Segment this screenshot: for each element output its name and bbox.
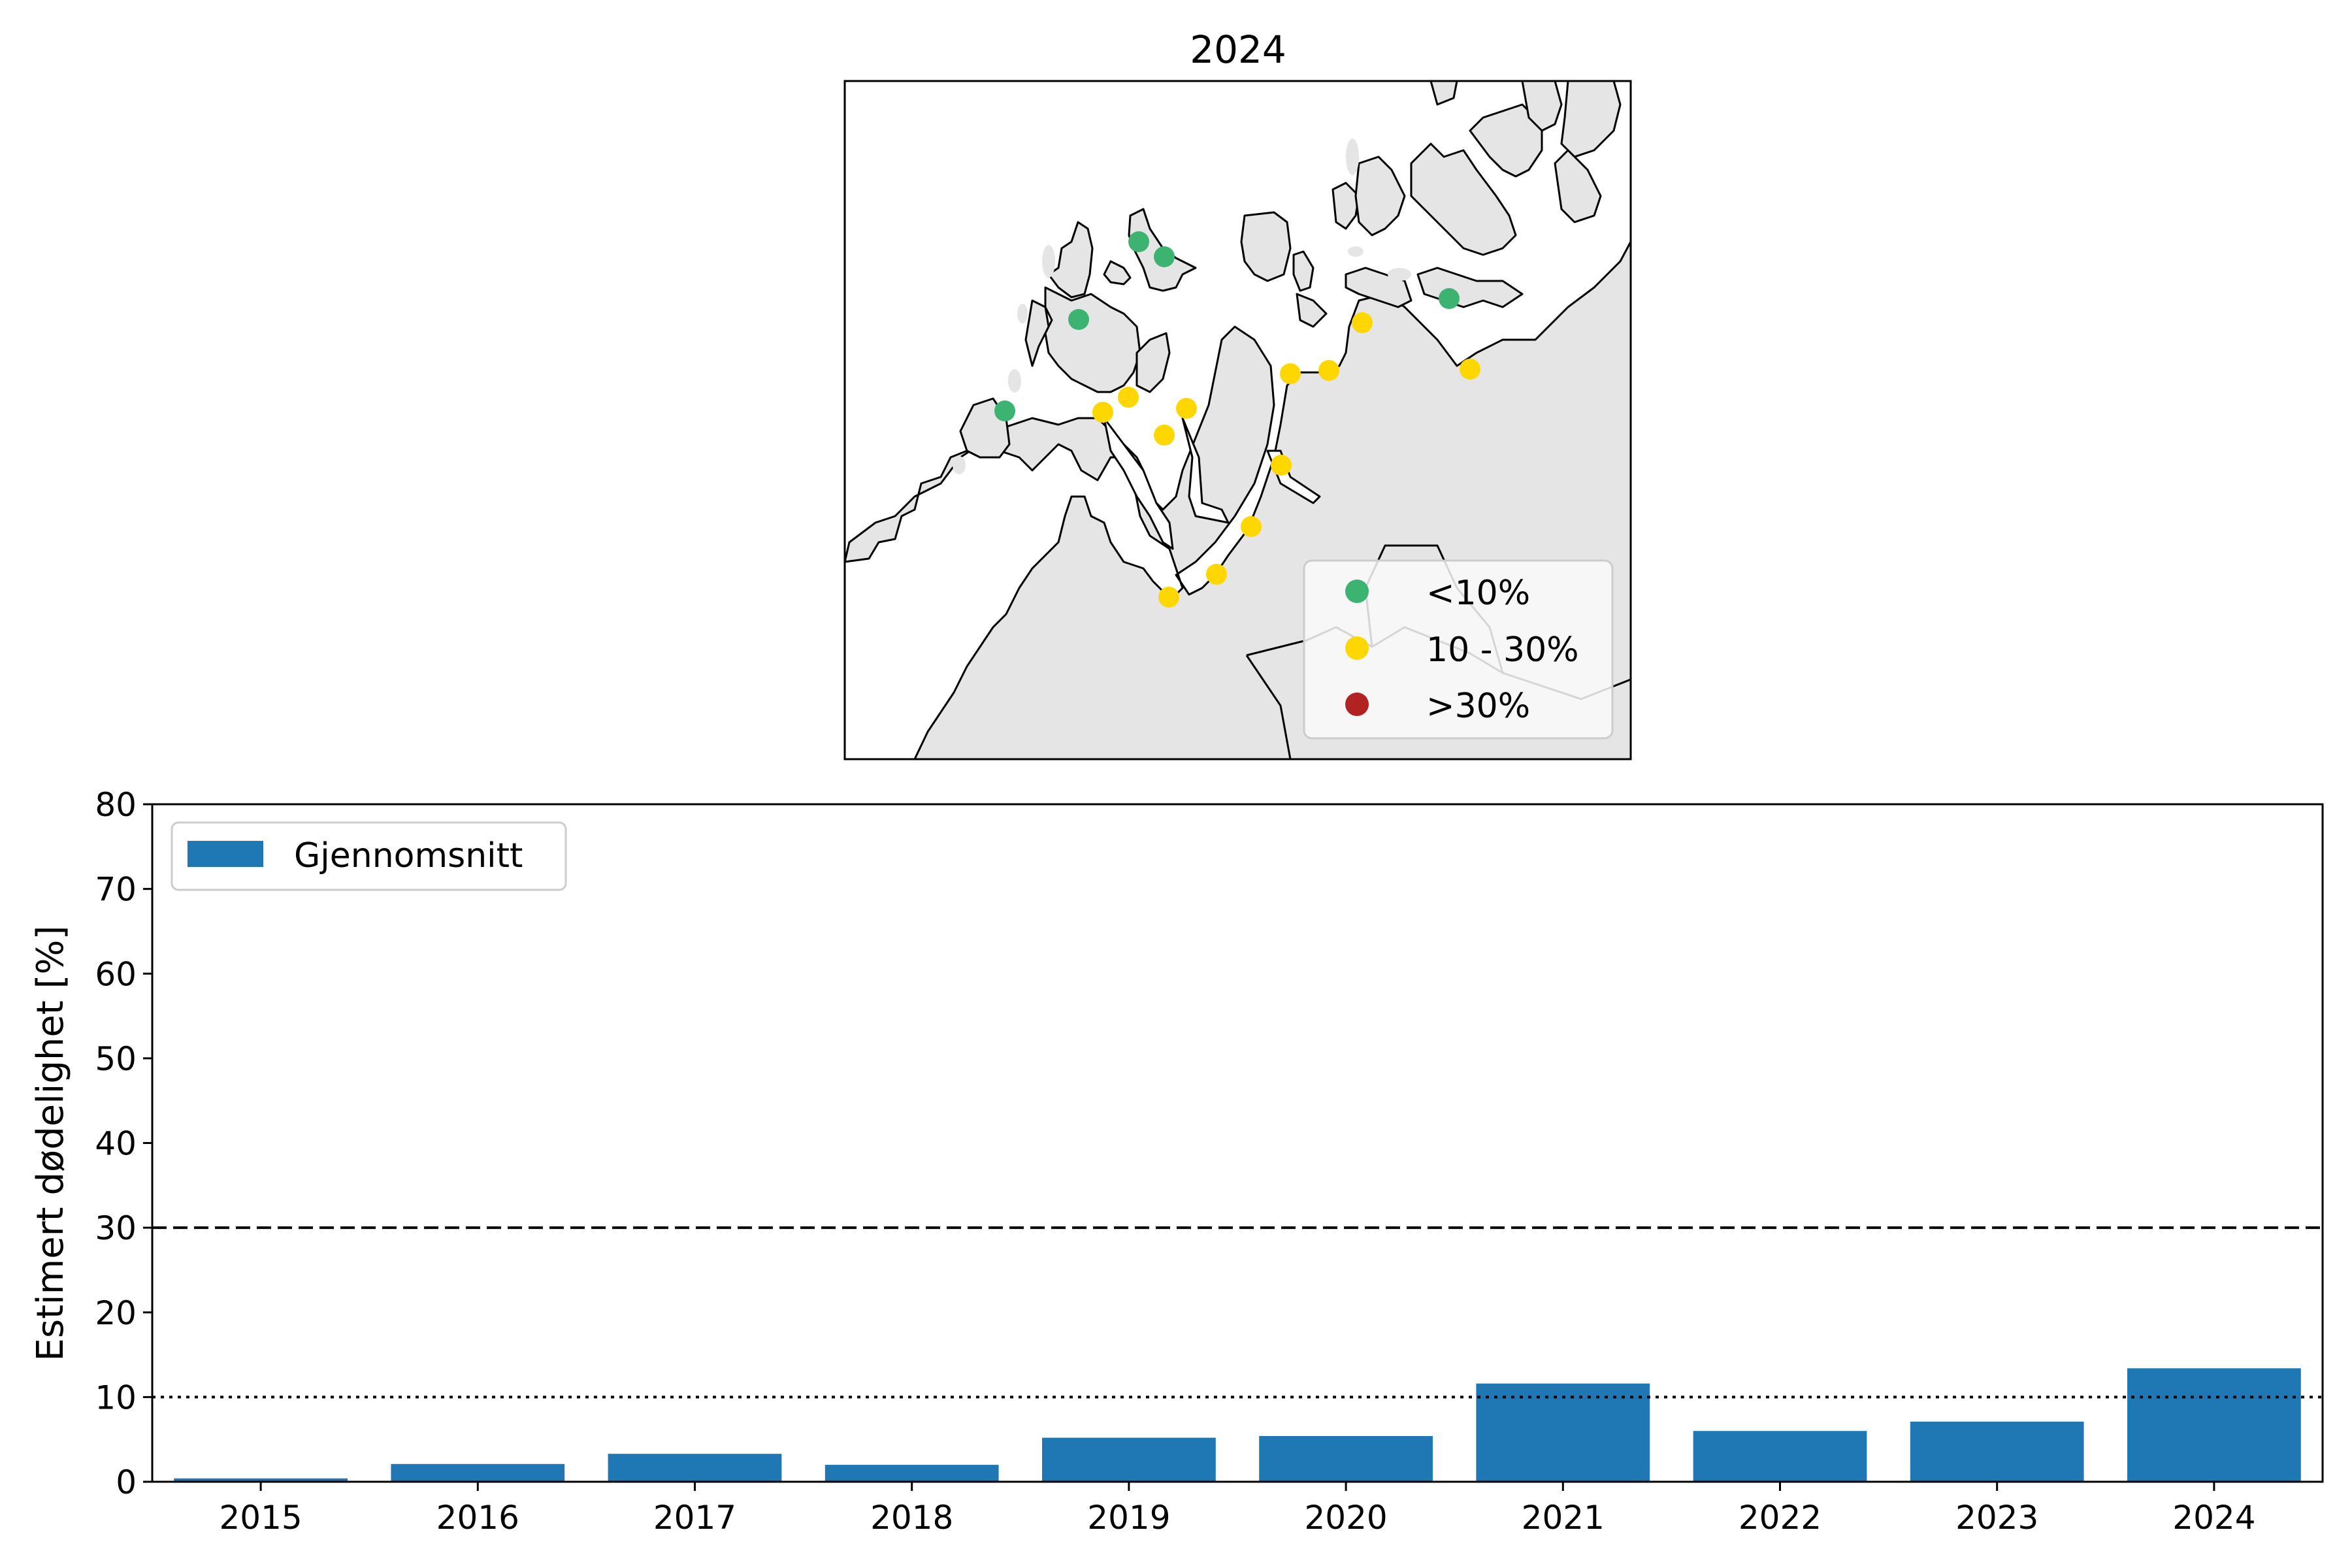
- bar-2020: [1259, 1436, 1433, 1482]
- bar-2024: [2127, 1368, 2301, 1482]
- site-marker: [1439, 288, 1460, 309]
- y-axis-label: Estimert dødelighet [%]: [29, 926, 72, 1362]
- island: [1292, 250, 1315, 292]
- x-tick-label: 2020: [1304, 1499, 1387, 1537]
- legend-marker-mid: [1345, 636, 1369, 660]
- site-marker: [1352, 312, 1373, 333]
- site-marker: [1460, 359, 1480, 380]
- island: [1410, 142, 1517, 256]
- bar-2016: [391, 1463, 565, 1482]
- x-tick-label: 2021: [1522, 1499, 1605, 1537]
- site-marker: [1241, 516, 1262, 537]
- site-markers: [994, 231, 1480, 608]
- y-tick-label: 80: [95, 786, 137, 824]
- site-marker: [1206, 564, 1227, 585]
- bar-2022: [1693, 1431, 1867, 1482]
- y-tick-label: 0: [116, 1463, 137, 1501]
- x-axis: 2015 2016 2017 2018 2019 2020 2021 2022 2023 2024: [219, 1482, 2256, 1537]
- y-tick-label: 10: [95, 1379, 137, 1416]
- y-tick-label: 40: [95, 1125, 137, 1163]
- island: [1354, 155, 1406, 237]
- site-marker: [1092, 402, 1113, 423]
- map-legend: <10% 10 - 30% >30%: [1303, 559, 1614, 740]
- legend-marker-high: [1345, 693, 1369, 716]
- x-tick-label: 2018: [870, 1499, 953, 1537]
- island: [1560, 81, 1622, 158]
- bar-2023: [1910, 1421, 2084, 1482]
- islets: [953, 139, 1411, 474]
- y-tick-label: 50: [95, 1040, 137, 1078]
- island: [1554, 149, 1602, 223]
- island: [1047, 221, 1094, 299]
- map-title: 2024: [1190, 27, 1286, 72]
- border-line: [1245, 655, 1292, 759]
- legend-label-mid: 10 - 30%: [1426, 630, 1579, 670]
- site-marker: [994, 400, 1015, 421]
- island: [1429, 81, 1458, 106]
- map-panel: 2024: [843, 27, 1632, 760]
- x-tick-label: 2016: [436, 1499, 519, 1537]
- island: [1135, 332, 1171, 393]
- island: [1024, 299, 1050, 367]
- y-tick-label: 70: [95, 871, 137, 909]
- legend-label: Gjennomsnitt: [294, 836, 523, 875]
- bar-2017: [608, 1454, 782, 1482]
- reference-lines: [152, 1226, 2323, 1399]
- island: [1240, 211, 1292, 282]
- fjord: [1103, 417, 1174, 550]
- bars: [174, 1368, 2301, 1482]
- fjord: [1181, 417, 1230, 524]
- bar-legend: Gjennomsnitt: [171, 821, 567, 891]
- bar-2018: [825, 1465, 999, 1482]
- y-tick-label: 30: [95, 1209, 137, 1247]
- island: [1469, 103, 1543, 178]
- y-tick-label: 20: [95, 1294, 137, 1332]
- island: [1521, 81, 1563, 132]
- island: [1103, 260, 1132, 286]
- island: [1044, 286, 1141, 393]
- x-tick-label: 2022: [1739, 1499, 1821, 1537]
- site-marker: [1280, 363, 1301, 384]
- x-tick-label: 2024: [2172, 1499, 2255, 1537]
- x-tick-label: 2017: [653, 1499, 736, 1537]
- site-marker: [1128, 231, 1149, 252]
- legend-swatch: [188, 841, 263, 867]
- site-marker: [1154, 425, 1175, 446]
- legend-marker-low: [1345, 580, 1369, 603]
- x-tick-label: 2015: [219, 1499, 302, 1537]
- site-marker: [1068, 309, 1089, 330]
- island: [1331, 182, 1360, 230]
- site-marker: [1118, 387, 1139, 408]
- x-tick-label: 2019: [1087, 1499, 1170, 1537]
- legend-label-low: <10%: [1426, 574, 1530, 613]
- legend-label-high: >30%: [1426, 687, 1530, 726]
- site-marker: [1271, 455, 1292, 476]
- y-axis: 0 10 20 30 40 50 60 70 80: [95, 786, 152, 1501]
- island: [1296, 293, 1328, 328]
- bar-2021: [1476, 1383, 1650, 1482]
- map-frame: [843, 80, 1632, 760]
- site-marker: [1154, 246, 1175, 267]
- plot-frame: [151, 803, 2324, 1483]
- y-tick-label: 60: [95, 955, 137, 993]
- site-marker: [1176, 398, 1197, 419]
- x-tick-label: 2023: [1955, 1499, 2038, 1537]
- bar-2015: [174, 1478, 348, 1482]
- site-marker: [1158, 587, 1179, 608]
- site-marker: [1318, 360, 1339, 381]
- bar-2019: [1042, 1437, 1216, 1482]
